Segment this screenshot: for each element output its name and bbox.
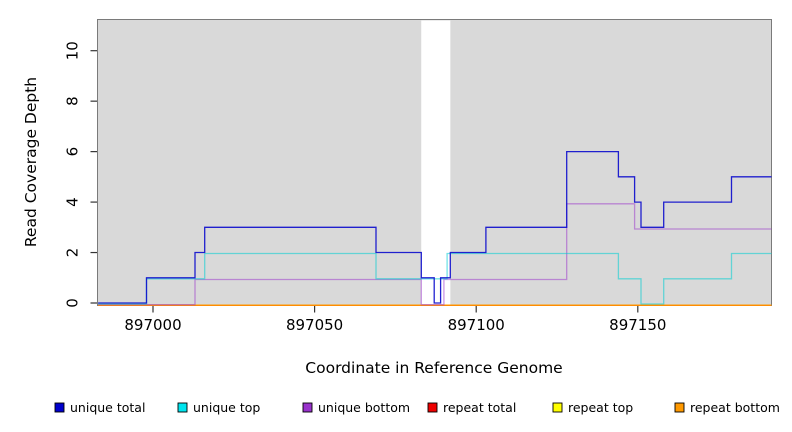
series-unique-top xyxy=(98,252,772,305)
legend-swatch-repeat-top xyxy=(552,402,563,413)
legend-swatch-unique-top xyxy=(177,402,188,413)
legend-label-unique-top: unique top xyxy=(193,400,260,415)
series-unique-total xyxy=(98,150,772,304)
legend-swatch-unique-bottom xyxy=(302,402,313,413)
legend-label-repeat-total: repeat total xyxy=(443,400,516,415)
x-tick-label: 897100 xyxy=(448,316,505,334)
x-tick-label: 897050 xyxy=(286,316,343,334)
y-tick-label: 2 xyxy=(64,248,82,258)
y-tick-label: 8 xyxy=(64,96,82,106)
x-tick-label: 897000 xyxy=(124,316,181,334)
legend-label-repeat-top: repeat top xyxy=(568,400,633,415)
legend-label-repeat-bottom: repeat bottom xyxy=(690,400,780,415)
y-tick-label: 6 xyxy=(64,147,82,157)
legend-label-unique-bottom: unique bottom xyxy=(318,400,410,415)
x-axis-title: Coordinate in Reference Genome xyxy=(305,359,563,377)
y-tick-label: 4 xyxy=(64,197,82,207)
legend-swatch-unique-total xyxy=(54,402,65,413)
legend-label-unique-total: unique total xyxy=(70,400,145,415)
legend-swatch-repeat-bottom xyxy=(674,402,685,413)
y-axis-title: Read Coverage Depth xyxy=(22,76,40,248)
y-tick-label: 10 xyxy=(64,41,82,60)
y-tick-label: 0 xyxy=(64,298,82,308)
legend-swatch-repeat-total xyxy=(427,402,438,413)
coverage-gap-region xyxy=(421,20,451,305)
series-unique-bottom xyxy=(98,203,772,306)
x-tick-label: 897150 xyxy=(609,316,666,334)
